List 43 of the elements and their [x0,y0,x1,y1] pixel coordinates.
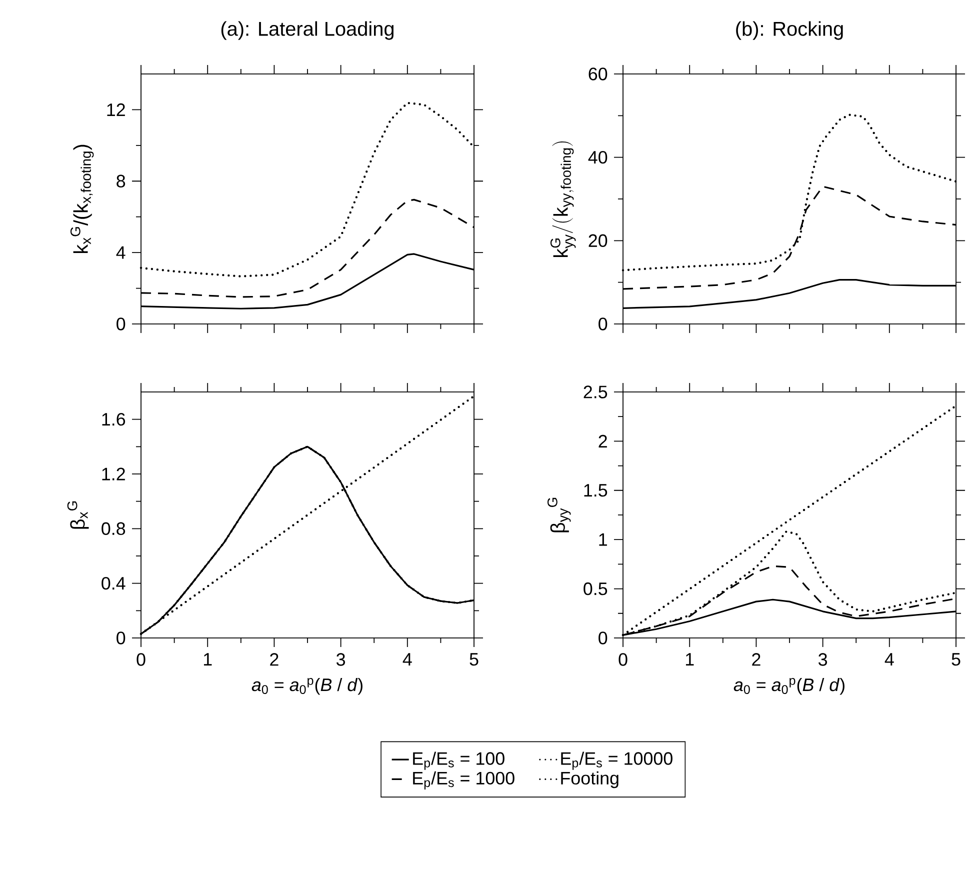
y-tick-label: 4 [116,246,126,259]
y-axis-title: k$_{x}$$^{G}$/(k$_{x,footing}$) [70,144,94,254]
y-tick-label: 0.4 [102,576,126,590]
x-tick-label: 2 [270,653,278,666]
legend-label: E$_{p}$/E$_{s}$ = 1000 [413,771,514,790]
y-tick-label: 2.5 [584,386,608,398]
x-tick-label: 2 [752,653,760,666]
y-axis-title: β$_{x}$G [67,501,89,529]
y-tick-label: 0 [116,318,126,330]
y-tick-label: 40 [588,150,608,164]
y-tick-label: 1.2 [102,468,125,480]
x-tick-label: 1 [204,653,212,666]
legend-label: Footing [561,771,618,788]
y-tick-label: 0.5 [584,582,608,596]
y-tick-label: 0 [598,632,608,644]
x-tick-label: 5 [952,653,960,666]
y-tick-label: 8 [116,174,126,188]
y-tick-label: 20 [588,234,608,247]
x-tick-label: 3 [336,653,346,666]
y-tick-label: 0 [116,632,126,644]
y-tick-label: 1 [599,533,607,546]
y-tick-label: 0 [598,318,608,330]
chart-title: (a): Lateral Loading [221,21,394,40]
text: a$_{0}$ = a$_{0}$$^{p}$(B / d) [734,678,844,695]
y-tick-label: 12 [107,103,125,116]
chart-title: (b): Rocking [736,21,843,40]
y-tick-label: 1.5 [584,484,608,497]
y-tick-label: 2 [598,434,607,448]
x-tick-label: 1 [686,653,694,666]
x-tick-label: 4 [402,653,412,666]
x-tick-label: 3 [818,653,828,666]
x-tick-label: 0 [136,653,146,666]
x-tick-label: 5 [470,653,478,666]
y-tick-label: 60 [588,68,608,80]
y-tick-label: 0.8 [102,522,126,535]
legend-label: E$_{p}$/E$_{s}$ = 10000 [561,752,672,770]
y-axis-title: $\mathrm{k}_{\mathrm{yy}}^{\mathrm{G}}/(\mathrm{k}_{\mathrm{yy,footing}})$ [550,142,576,257]
y-tick-label: 1.6 [102,412,126,426]
x-tick-label: 0 [618,653,628,666]
legend-label: E$_{p}$/E$_{s}$ = 100 [413,752,504,770]
text: a$_{0}$ = a$_{0}$$^{p}$(B / d) [252,678,362,695]
x-tick-label: 4 [884,653,894,666]
y-axis-title: β$_{yy}$G [548,498,571,532]
